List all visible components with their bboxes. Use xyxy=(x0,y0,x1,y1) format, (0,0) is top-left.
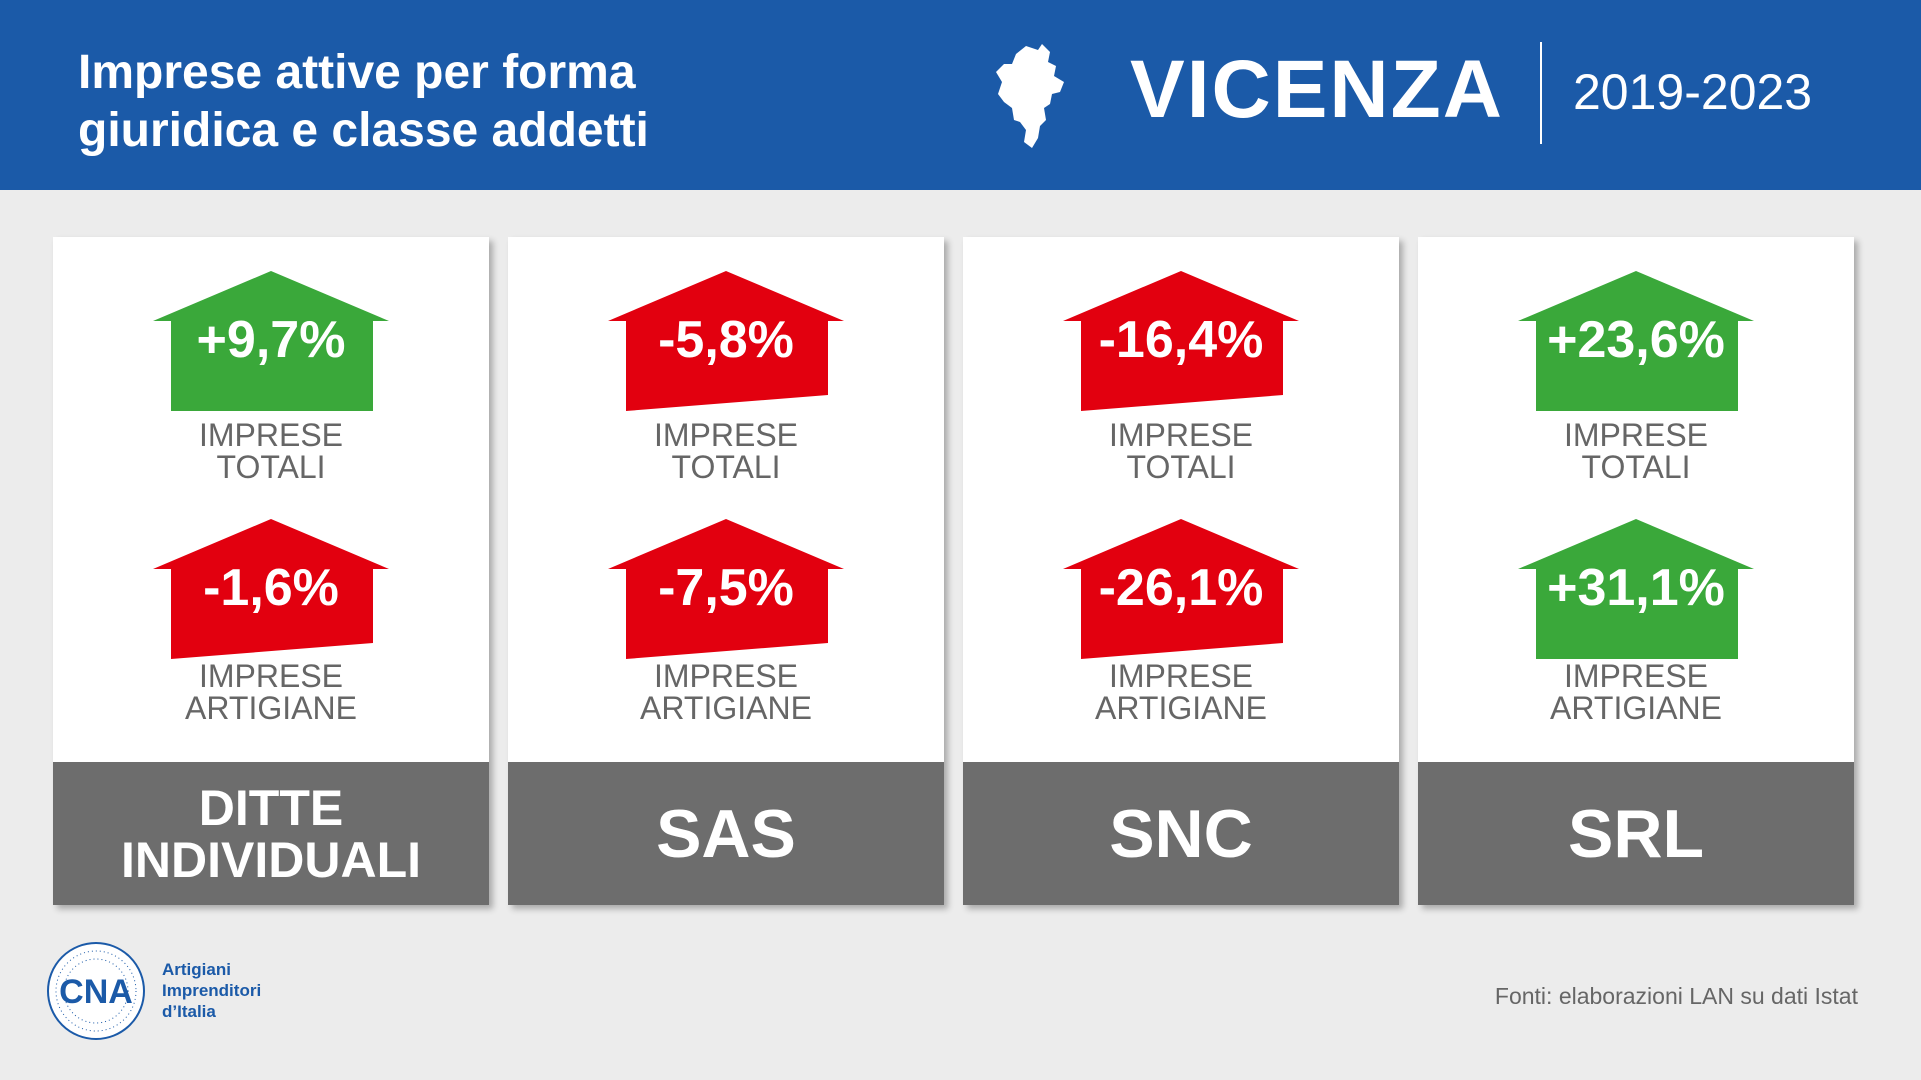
header-banner: Imprese attive per forma giuridica e cla… xyxy=(0,0,1921,190)
down-arrow-icon xyxy=(608,519,844,659)
sas-category-line-1: SAS xyxy=(656,795,796,872)
ditte-individuali-artigiane-value: -1,6% xyxy=(203,559,339,617)
sas-artigiane-label-2: ARTIGIANE xyxy=(640,690,812,726)
srl-category-line-1: SRL xyxy=(1568,795,1704,872)
ditte-individuali-artigiane-label-1: IMPRESE xyxy=(198,658,344,694)
down-arrow-icon xyxy=(1063,271,1299,411)
cna-tagline-3: d’Italia xyxy=(162,1002,216,1021)
snc-totali-value: -16,4% xyxy=(1098,311,1264,369)
sas-totali-value: -5,8% xyxy=(658,311,794,369)
cna-tagline-2: Imprenditori xyxy=(162,981,262,1000)
ditte-individuali-totali-value: +9,7% xyxy=(196,311,346,369)
snc-category: SNC xyxy=(963,762,1399,905)
source-note: Fonti: elaborazioni LAN su dati Istat xyxy=(1494,983,1858,1009)
ditte-individuali-category-line-2: INDIVIDUALI xyxy=(121,831,421,888)
up-arrow-icon xyxy=(1518,271,1754,411)
srl-artigiane-badge-shape xyxy=(1518,519,1754,659)
card-snc: -16,4% IMPRESE TOTALI -26,1% IMPRESE ARTIGIAN… xyxy=(963,237,1399,905)
srl-totali-badge: +23,6% xyxy=(1518,271,1754,411)
sas-artigiane-value: -7,5% xyxy=(658,559,794,617)
srl-artigiane-label-2: ARTIGIANE xyxy=(1550,690,1722,726)
ditte-individuali-category-line-1: DITTE xyxy=(198,779,344,836)
sas-totali-badge: -5,8% xyxy=(608,271,844,411)
sas-artigiane-badge: -7,5% xyxy=(608,519,844,659)
ditte-individuali-totali-badge: +9,7% xyxy=(153,271,389,411)
cna-logo-text: CNA xyxy=(59,973,133,1011)
sas-category: SAS xyxy=(508,762,944,905)
srl-category: SRL xyxy=(1418,762,1854,905)
srl-totali-value: +23,6% xyxy=(1547,311,1725,369)
sas-artigiane-badge-shape xyxy=(608,519,844,659)
srl-artigiane-value: +31,1% xyxy=(1547,559,1725,617)
ditte-individuali-artigiane-badge: -1,6% xyxy=(153,519,389,659)
card-ditte-individuali: +9,7% IMPRESE TOTALI -1,6% IMPRESE ARTIGIANE D… xyxy=(53,237,489,905)
snc-totali-badge-shape xyxy=(1063,271,1299,411)
page-title: Imprese attive per forma giuridica e cla… xyxy=(78,44,649,160)
snc-totali-badge: -16,4% xyxy=(1063,271,1299,411)
snc-artigiane-value: -26,1% xyxy=(1098,559,1264,617)
srl-artigiane-label-1: IMPRESE xyxy=(1563,658,1709,694)
down-arrow-icon xyxy=(153,519,389,659)
down-arrow-icon xyxy=(608,271,844,411)
sas-artigiane-label-1: IMPRESE xyxy=(653,658,799,694)
card-srl: +23,6% IMPRESE TOTALI +31,1% IMPRESE ARTIGIAN… xyxy=(1418,237,1854,905)
ditte-individuali-totali-badge-shape xyxy=(153,271,389,411)
srl-totali-label-1: IMPRESE xyxy=(1563,417,1709,453)
cna-tagline: Artigiani Imprenditori d’Italia xyxy=(162,959,261,1022)
snc-artigiane-badge-shape xyxy=(1063,519,1299,659)
up-arrow-icon xyxy=(1518,519,1754,659)
snc-artigiane-label-1: IMPRESE xyxy=(1108,658,1254,694)
srl-artigiane-badge: +31,1% xyxy=(1518,519,1754,659)
ditte-individuali-artigiane-label-2: ARTIGIANE xyxy=(185,690,357,726)
period: 2019-2023 xyxy=(1573,64,1813,120)
srl-totali-badge-shape xyxy=(1518,271,1754,411)
sas-totali-label-2: TOTALI xyxy=(671,449,781,485)
city-name: VICENZA xyxy=(1130,44,1504,135)
snc-category-line-1: SNC xyxy=(1109,795,1253,872)
vicenza-map-icon xyxy=(996,44,1064,148)
cna-logo: CNA xyxy=(47,942,145,1040)
title-line-1: Imprese attive per forma xyxy=(78,46,636,99)
header-divider xyxy=(1540,42,1542,144)
title-line-2: giuridica e classe addetti xyxy=(78,104,649,157)
up-arrow-icon xyxy=(153,271,389,411)
snc-artigiane-badge: -26,1% xyxy=(1063,519,1299,659)
srl-totali-label-2: TOTALI xyxy=(1581,449,1691,485)
snc-totali-label-2: TOTALI xyxy=(1126,449,1236,485)
ditte-individuali-totali-label-1: IMPRESE xyxy=(198,417,344,453)
snc-artigiane-label-2: ARTIGIANE xyxy=(1095,690,1267,726)
cna-tagline-1: Artigiani xyxy=(162,960,231,979)
ditte-individuali-category: DITTE INDIVIDUALI xyxy=(53,762,489,905)
sas-totali-label-1: IMPRESE xyxy=(653,417,799,453)
ditte-individuali-artigiane-badge-shape xyxy=(153,519,389,659)
down-arrow-icon xyxy=(1063,519,1299,659)
sas-totali-badge-shape xyxy=(608,271,844,411)
ditte-individuali-totali-label-2: TOTALI xyxy=(216,449,326,485)
snc-totali-label-1: IMPRESE xyxy=(1108,417,1254,453)
card-sas: -5,8% IMPRESE TOTALI -7,5% IMPRESE ARTIGIANE S… xyxy=(508,237,944,905)
